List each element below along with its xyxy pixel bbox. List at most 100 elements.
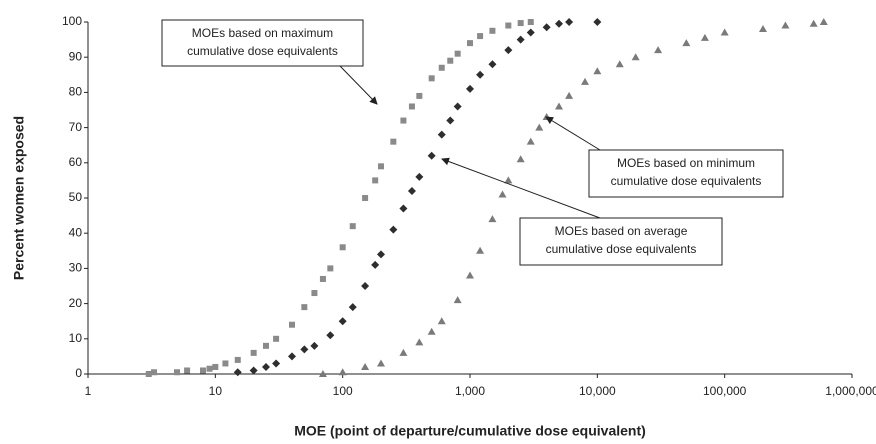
point	[446, 116, 455, 125]
point	[415, 338, 424, 346]
y-tick-label: 60	[69, 155, 83, 169]
point	[199, 367, 206, 374]
point	[376, 359, 385, 367]
point	[311, 290, 318, 297]
point	[438, 64, 445, 71]
y-tick-label: 70	[69, 120, 83, 134]
point	[476, 246, 485, 254]
point	[174, 369, 181, 376]
point	[400, 117, 407, 124]
point	[476, 70, 485, 79]
point	[781, 21, 790, 29]
point	[504, 176, 513, 184]
point	[407, 186, 416, 195]
point	[415, 172, 424, 181]
point	[758, 25, 767, 33]
y-tick-label: 10	[69, 331, 83, 345]
annotation-text: cumulative dose equivalents	[187, 44, 338, 58]
point	[362, 195, 369, 201]
point	[526, 137, 535, 145]
point	[151, 369, 158, 376]
point	[542, 23, 551, 32]
point	[428, 75, 435, 82]
point	[326, 331, 335, 340]
point	[376, 250, 385, 259]
point	[184, 367, 191, 374]
point	[809, 19, 818, 27]
point	[427, 327, 436, 335]
point	[339, 244, 346, 251]
point	[319, 275, 326, 282]
point	[399, 204, 408, 213]
x-tick-label: 100,000	[703, 384, 747, 398]
point	[338, 317, 347, 326]
point	[408, 103, 415, 110]
point	[416, 92, 423, 99]
point	[349, 223, 356, 230]
point	[467, 40, 473, 47]
point	[488, 215, 497, 223]
point	[580, 77, 589, 85]
annotation-text: MOEs based on average	[555, 224, 688, 238]
point	[272, 359, 281, 368]
point	[361, 282, 370, 290]
point	[453, 102, 462, 111]
point	[327, 265, 334, 272]
point	[338, 368, 347, 376]
point	[437, 130, 446, 139]
x-axis-title: MOE (point of departure/cumulative dose …	[294, 423, 646, 439]
x-tick-label: 1,000	[455, 384, 485, 398]
point	[488, 60, 497, 69]
point	[222, 360, 229, 367]
point	[318, 370, 327, 377]
point	[287, 352, 296, 361]
y-tick-label: 30	[69, 261, 83, 275]
y-tick-label: 100	[62, 14, 82, 28]
y-tick-label: 20	[69, 296, 83, 310]
point	[249, 366, 258, 375]
y-tick-label: 50	[69, 190, 83, 204]
point	[454, 50, 461, 57]
x-tick-label: 10	[209, 384, 223, 398]
point	[565, 18, 574, 26]
annotation-text: MOEs based on maximum	[192, 26, 333, 40]
x-tick-label: 1	[85, 384, 92, 398]
point	[504, 46, 513, 55]
point	[535, 123, 544, 131]
point	[145, 371, 152, 377]
point	[310, 341, 319, 350]
point	[498, 190, 507, 198]
point	[234, 356, 241, 363]
point	[819, 18, 828, 25]
point	[233, 368, 242, 377]
point	[593, 18, 602, 26]
point	[427, 151, 436, 160]
annotation-arrow	[441, 157, 601, 219]
point	[700, 33, 709, 41]
annotation-arrow	[339, 65, 378, 105]
point	[390, 138, 397, 145]
point	[300, 345, 309, 354]
x-tick-label: 10,000	[579, 384, 616, 398]
annotation-box	[161, 19, 364, 67]
y-axis-title: Percent women exposed	[11, 116, 27, 280]
point	[720, 28, 729, 36]
x-tick-label: 1,000,000	[825, 384, 876, 398]
point	[361, 362, 370, 370]
point	[489, 27, 496, 34]
x-tick-label: 100	[333, 384, 353, 398]
y-tick-label: 0	[75, 366, 82, 380]
annotation-box	[519, 217, 723, 266]
y-tick-label: 80	[69, 85, 83, 99]
annotation-text: cumulative dose equivalents	[546, 242, 697, 256]
annotation-text: MOEs based on minimum	[617, 156, 755, 170]
point	[262, 362, 271, 371]
point	[273, 335, 280, 342]
point	[389, 225, 398, 234]
point	[399, 348, 408, 356]
point	[505, 22, 512, 29]
point	[453, 296, 462, 304]
point	[301, 304, 308, 311]
point	[437, 317, 446, 325]
point	[593, 67, 602, 75]
